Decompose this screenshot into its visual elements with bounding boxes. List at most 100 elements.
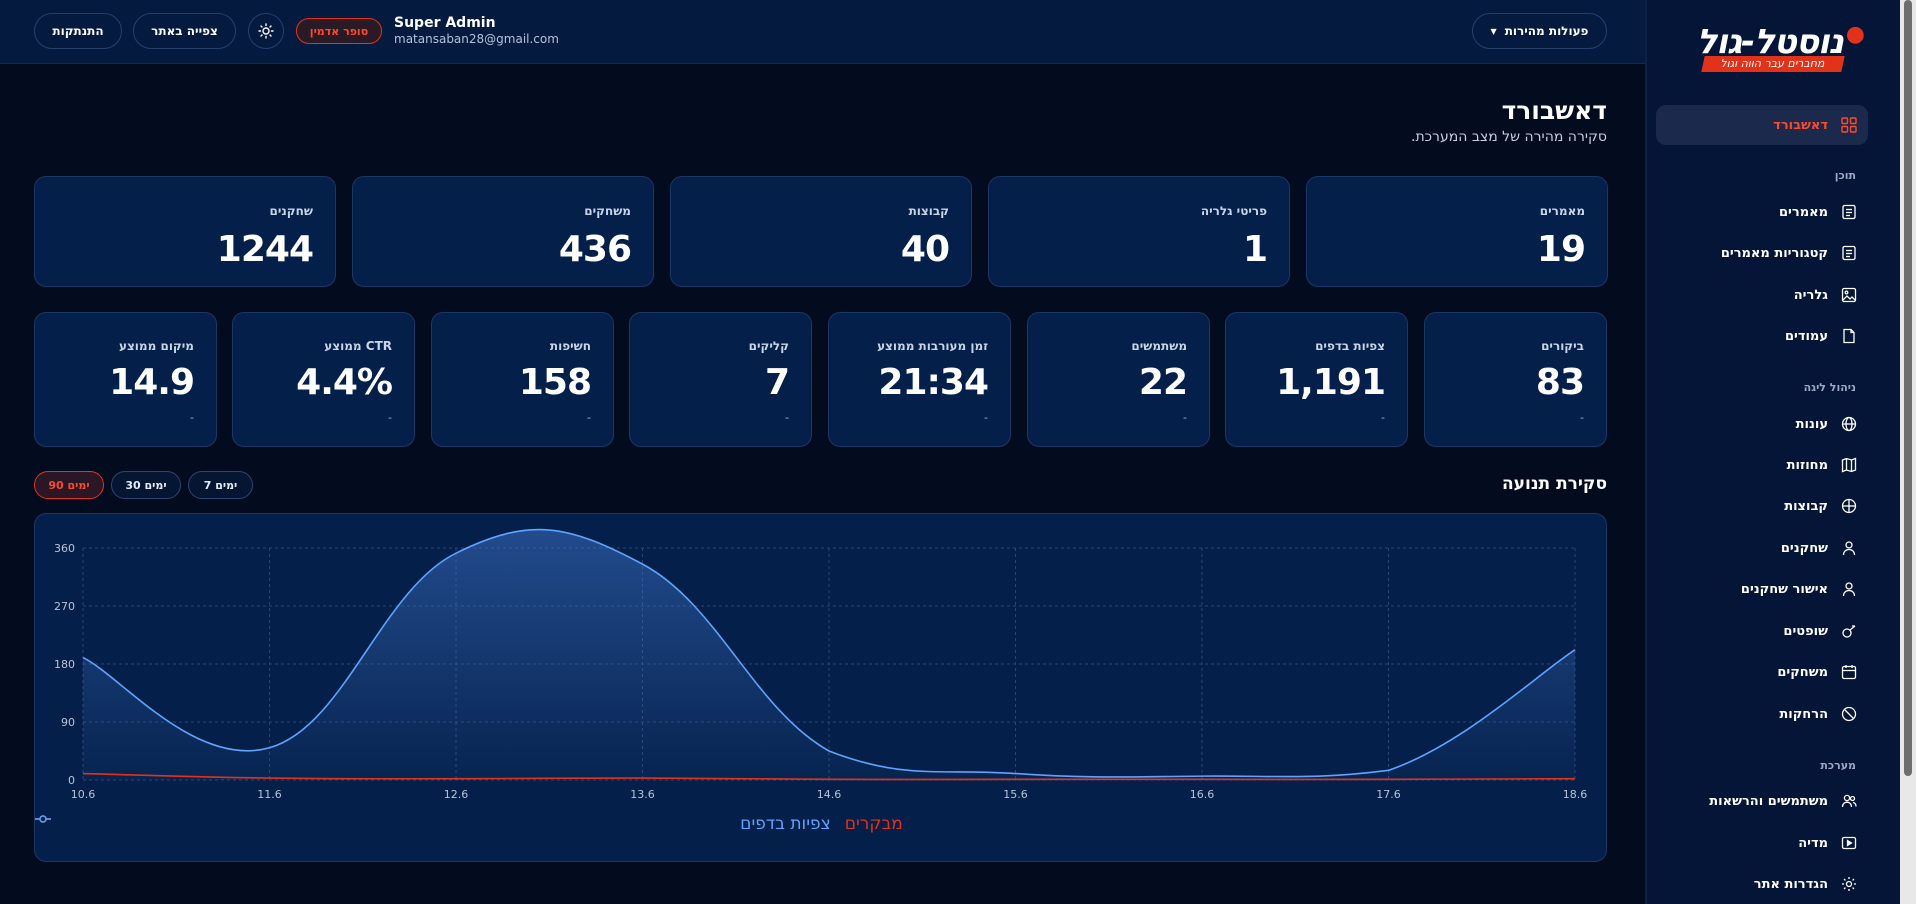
site-logo[interactable]: נוסטל-גול מחברים עבר הווה וגול ● (1669, 20, 1865, 76)
sidebar-item-label: קטגוריות מאמרים (1720, 245, 1828, 261)
stat-card-clicks: קליקים 7 - (629, 312, 812, 447)
sidebar-item-label: דאשבורד (1773, 117, 1828, 133)
stat-label: פריטי גלריה (1200, 204, 1267, 218)
sidebar-item-label: שחקנים (1780, 540, 1828, 556)
sidebar-item-label: מחוזות (1786, 457, 1828, 473)
globe-icon (1840, 415, 1858, 433)
sidebar-item-articles[interactable]: מאמרים (1779, 201, 1858, 223)
whistle-icon (1840, 622, 1858, 640)
document-icon (1840, 203, 1858, 221)
x-tick-label: 14.6 (817, 788, 842, 801)
sidebar-item-site-settings[interactable]: הגדרות אתר (1754, 873, 1858, 895)
page-subtitle: סקירה מהירה של מצב המערכת. (1411, 129, 1607, 145)
series-line-pageviews (82, 528, 1576, 778)
stat-value: 1244 (216, 229, 314, 270)
y-tick-label: 180 (54, 658, 75, 671)
sidebar: נוסטל-גול מחברים עבר הווה וגול ● דאשבורד… (1647, 0, 1900, 904)
stat-label: קליקים (748, 339, 789, 353)
stat-delta: - (984, 411, 988, 424)
stat-card-position: מיקום ממוצע 14.9 - (34, 312, 217, 447)
sidebar-item-dashboard[interactable]: דאשבורד (1773, 114, 1858, 136)
sidebar-item-label: הגדרות אתר (1753, 876, 1828, 892)
ban-icon (1840, 705, 1858, 723)
quick-actions-button[interactable]: ▼ פעולות מהירות (1472, 13, 1607, 49)
sidebar-item-media[interactable]: מדיה (1798, 832, 1858, 854)
sidebar-item-games[interactable]: משחקים (1777, 661, 1858, 683)
stat-label: צפיות בדפים (1315, 339, 1385, 353)
map-icon (1840, 456, 1858, 474)
stat-label: ביקורים (1541, 339, 1584, 353)
sidebar-item-label: אישור שחקנים (1740, 581, 1828, 597)
sidebar-item-label: עמודים (1784, 328, 1828, 344)
sun-icon (258, 23, 274, 39)
sidebar-item-label: מדיה (1798, 835, 1828, 851)
stat-label: שחקנים (269, 204, 313, 218)
x-tick-label: 16.6 (1190, 788, 1215, 801)
quick-actions-label: פעולות מהירות (1504, 24, 1589, 38)
logout-button[interactable]: התנתקות (34, 13, 122, 49)
stat-label: קבוצות (908, 204, 949, 218)
chart-legend: מבקרים צפיות בדפים (35, 814, 1608, 834)
traffic-title: סקירת תנועה (1502, 474, 1607, 494)
sidebar-item-gallery[interactable]: גלריה (1794, 284, 1858, 306)
scrollbar-thumb[interactable] (1904, 0, 1912, 776)
page-title: דאשבורד (1501, 96, 1607, 125)
stat-label: מאמרים (1539, 204, 1585, 218)
legend-item-visitors[interactable]: מבקרים (35, 814, 903, 834)
stat-card-ctr: CTR ממוצע 4.4% - (232, 312, 415, 447)
legend-item-pageviews[interactable]: צפיות בדפים (35, 814, 831, 834)
stat-value: 40 (900, 229, 950, 270)
stat-delta: - (1183, 411, 1187, 424)
stat-label: מיקום ממוצע (118, 339, 194, 353)
stat-card-impressions: חשיפות 158 - (431, 312, 614, 447)
logo-text: נוסטל-גול (1696, 22, 1844, 62)
stat-delta: - (1381, 411, 1385, 424)
x-tick-label: 12.6 (444, 788, 469, 801)
series-area-fill (83, 529, 1575, 780)
x-tick-label: 11.6 (257, 788, 282, 801)
sidebar-item-suspensions[interactable]: הרחקות (1779, 703, 1858, 725)
sidebar-item-article-categories[interactable]: קטגוריות מאמרים (1721, 242, 1858, 264)
stat-delta: - (587, 411, 591, 424)
stat-value: 14.9 (109, 362, 195, 403)
view-site-button[interactable]: צפייה באתר (133, 13, 236, 49)
traffic-chart-svg: 0 90 180 270 360 10.6 11.6 12.6 13.6 14.6 15.6 16.6… (54, 528, 1587, 801)
range-7-days-button[interactable]: 7 ימים (188, 471, 253, 499)
user-check-icon (1840, 580, 1858, 598)
sidebar-section-league: ניהול ליגה (1803, 381, 1856, 394)
sidebar-item-player-approval[interactable]: אישור שחקנים (1741, 578, 1858, 600)
sidebar-item-players[interactable]: שחקנים (1781, 537, 1858, 559)
page-scrollbar[interactable] (1900, 0, 1916, 904)
stat-value: 19 (1536, 229, 1586, 270)
chevron-down-icon: ▼ (1490, 26, 1497, 36)
sidebar-item-teams[interactable]: קבוצות (1784, 495, 1858, 517)
x-tick-label: 10.6 (71, 788, 96, 801)
stat-label: משתמשים (1131, 339, 1187, 353)
sidebar-item-users-permissions[interactable]: משתמשים והרשאות (1709, 790, 1858, 812)
sidebar-item-districts[interactable]: מחוזות (1787, 454, 1858, 476)
sidebar-item-label: מאמרים (1779, 204, 1828, 220)
range-90-days-button[interactable]: 90 ימים (34, 471, 104, 499)
user-email: matansaban28@gmail.com (394, 32, 559, 46)
sidebar-item-label: משחקים (1777, 664, 1828, 680)
sidebar-item-referees[interactable]: שופטים (1783, 620, 1858, 642)
sidebar-divider (1645, 0, 1647, 904)
sidebar-item-seasons[interactable]: עונות (1796, 413, 1858, 435)
theme-toggle-button[interactable] (248, 13, 284, 49)
range-30-days-button[interactable]: 30 ימים (111, 471, 181, 499)
y-tick-label: 360 (54, 542, 75, 555)
stat-card-users: משתמשים 22 - (1027, 312, 1210, 447)
user-name: Super Admin (394, 15, 496, 31)
stat-value: 4.4% (296, 362, 393, 403)
stat-card-games: משחקים 436 (352, 176, 654, 287)
sidebar-item-pages[interactable]: עמודים (1785, 325, 1858, 347)
ball-icon: ● (1845, 22, 1865, 47)
stat-value: 83 (1535, 362, 1585, 403)
legend-label: מבקרים (844, 814, 903, 834)
stat-card-visits: ביקורים 83 - (1424, 312, 1607, 447)
top-bar: התנתקות צפייה באתר סופר אדמין Super Admi… (0, 0, 1645, 64)
y-tick-label: 0 (68, 774, 75, 787)
stat-label: זמן מעורבות ממוצע (877, 339, 988, 353)
stat-card-gallery: פריטי גלריה 1 (988, 176, 1290, 287)
